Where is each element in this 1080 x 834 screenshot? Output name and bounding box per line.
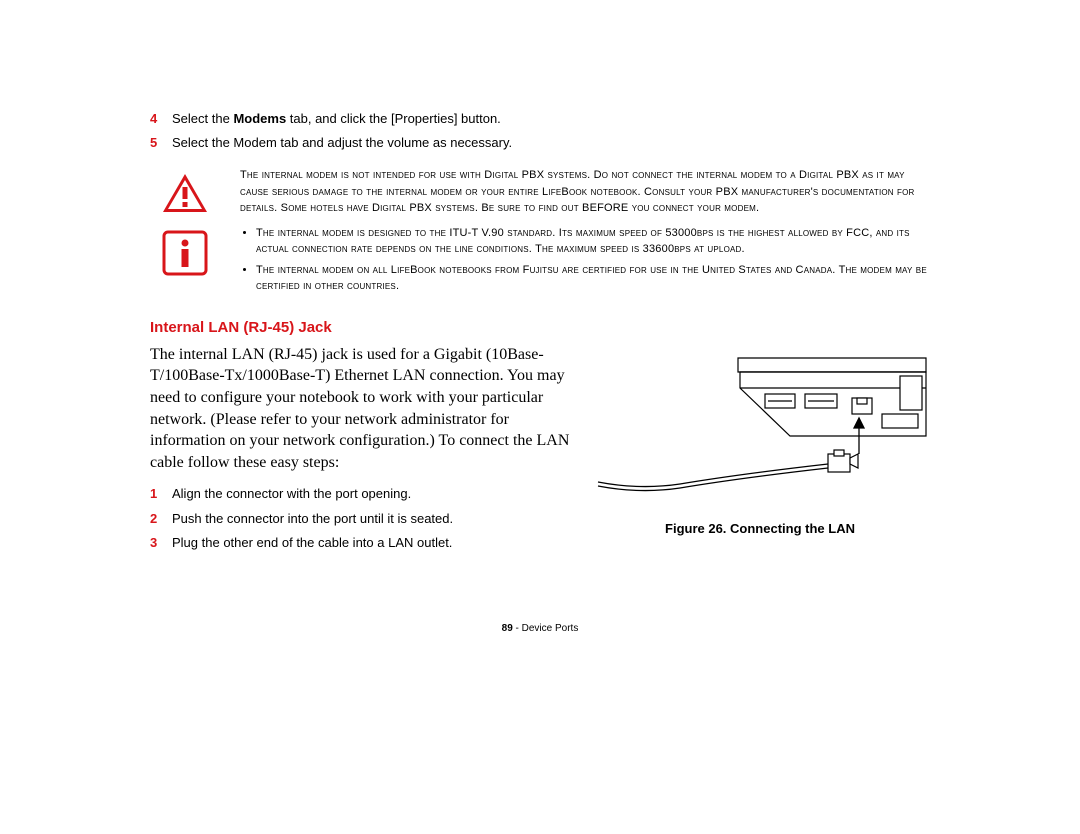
step-row: 5 Select the Modem tab and adjust the vo… bbox=[150, 134, 930, 152]
warning-text: The internal modem is not intended for u… bbox=[220, 167, 930, 217]
footer-page-number: 89 bbox=[502, 623, 513, 634]
step-row: 1 Align the connector with the port open… bbox=[150, 485, 570, 503]
lan-figure-illustration bbox=[590, 344, 930, 504]
step-row: 2 Push the connector into the port until… bbox=[150, 510, 570, 528]
info-bullet: The internal modem is designed to the IT… bbox=[256, 225, 930, 258]
step-text: Plug the other end of the cable into a L… bbox=[172, 534, 452, 552]
info-bullet: The internal modem on all LifeBook noteb… bbox=[256, 262, 930, 295]
section-heading: Internal LAN (RJ-45) Jack bbox=[150, 319, 930, 336]
info-block: The internal modem is designed to the IT… bbox=[150, 225, 930, 299]
step-text: Align the connector with the port openin… bbox=[172, 485, 411, 503]
step-row: 4 Select the Modems tab, and click the [… bbox=[150, 110, 930, 128]
step-number: 3 bbox=[150, 534, 172, 552]
step-text: Push the connector into the port until i… bbox=[172, 510, 453, 528]
body-paragraph: The internal LAN (RJ-45) jack is used fo… bbox=[150, 344, 570, 474]
two-column-layout: The internal LAN (RJ-45) jack is used fo… bbox=[150, 344, 930, 558]
right-column: Figure 26. Connecting the LAN bbox=[590, 344, 930, 558]
warning-block: The internal modem is not intended for u… bbox=[150, 167, 930, 217]
footer-section-name: - Device Ports bbox=[513, 623, 579, 634]
info-icon bbox=[150, 225, 220, 276]
lan-steps: 1 Align the connector with the port open… bbox=[150, 485, 570, 552]
step-number: 4 bbox=[150, 110, 172, 128]
step-number: 5 bbox=[150, 134, 172, 152]
left-column: The internal LAN (RJ-45) jack is used fo… bbox=[150, 344, 570, 558]
step-text: Select the Modem tab and adjust the volu… bbox=[172, 134, 512, 152]
top-steps: 4 Select the Modems tab, and click the [… bbox=[150, 110, 930, 152]
figure-caption: Figure 26. Connecting the LAN bbox=[590, 521, 930, 536]
step-number: 1 bbox=[150, 485, 172, 503]
step-number: 2 bbox=[150, 510, 172, 528]
step-row: 3 Plug the other end of the cable into a… bbox=[150, 534, 570, 552]
info-text: The internal modem is designed to the IT… bbox=[220, 225, 930, 299]
page-footer: 89 - Device Ports bbox=[150, 623, 930, 634]
document-page: 4 Select the Modems tab, and click the [… bbox=[0, 0, 1080, 634]
step-text: Select the Modems tab, and click the [Pr… bbox=[172, 110, 501, 128]
warning-icon bbox=[150, 167, 220, 216]
